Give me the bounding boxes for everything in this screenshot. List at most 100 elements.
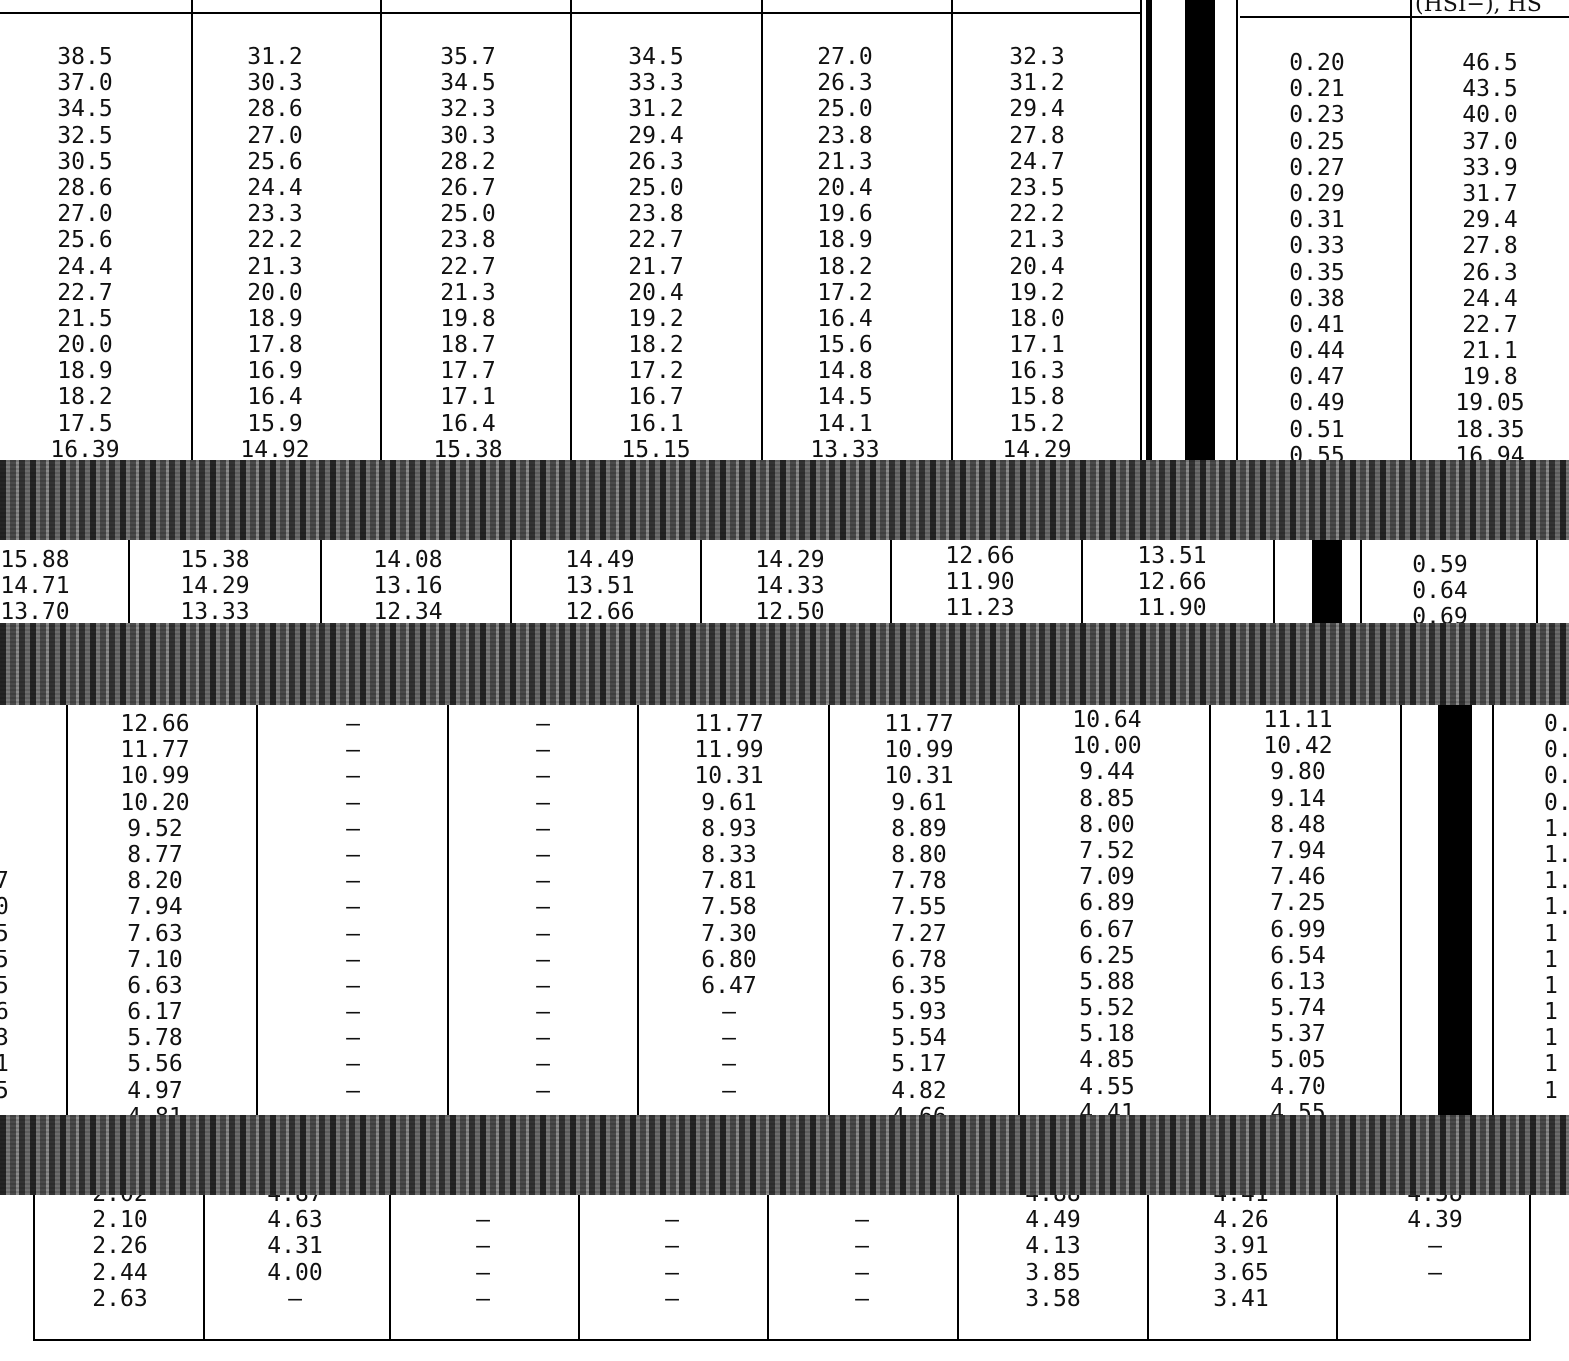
table-cell: 28.2 — [440, 148, 496, 175]
table-cell: 22.2 — [247, 227, 303, 254]
table-cell: 18.7 — [440, 332, 496, 359]
table-cell: — — [536, 1051, 550, 1078]
table-cell: 37.0 — [57, 70, 113, 97]
scan-gap-band — [0, 1115, 1569, 1195]
table-cell: 21.3 — [1009, 227, 1065, 254]
table-cell: — — [346, 868, 360, 895]
table-cell: 16.4 — [247, 384, 303, 411]
table-cell: 5.78 — [127, 1025, 183, 1052]
table-cell: 0.49 — [1289, 390, 1345, 417]
table-cell: 8.33 — [701, 841, 757, 868]
table-cell: 26.7 — [440, 174, 496, 201]
table-cell: — — [674, 1104, 784, 1115]
table-cell: 3.58 — [1025, 1285, 1081, 1312]
table-cell: 22.7 — [1462, 311, 1518, 338]
table-cell: 17.1 — [1009, 332, 1065, 359]
table-cell — [0, 790, 9, 816]
black-bar — [1146, 0, 1152, 460]
table-cell: 1 — [1544, 1077, 1558, 1104]
table-cell: 23.5 — [1009, 174, 1065, 201]
table-cell: 16.3 — [1009, 358, 1065, 385]
table-cell: 6.35 — [891, 972, 947, 999]
table-cell: 11.77 — [884, 711, 954, 737]
table-cell: 3.65 — [1213, 1259, 1269, 1286]
table-cell: 16.9 — [247, 358, 303, 385]
table-cell: 31.2 — [247, 44, 303, 70]
table-cell: 30.5 — [57, 148, 113, 175]
table-cell: 15.2 — [1009, 410, 1065, 437]
table-cell: 17.7 — [440, 358, 496, 385]
column-divider — [1336, 1195, 1338, 1341]
table-cell: 0.44 — [1289, 338, 1345, 365]
table-cell: 6.54 — [1270, 942, 1326, 969]
table-cell: 12.66 — [565, 599, 635, 623]
table-cell: 8.20 — [127, 868, 183, 895]
table-cell: 23.8 — [440, 227, 496, 254]
table-column: 4.88 4.49 4.13 3.85 3.58 — [998, 1195, 1108, 1312]
table-cell: 20.0 — [57, 332, 113, 359]
table-cell: 17.2 — [628, 358, 684, 385]
table-cell: 1 — [1544, 999, 1558, 1026]
table-cell: 1 — [0, 1051, 9, 1078]
table-cell: 5 — [0, 1077, 9, 1104]
table-cell: — — [536, 711, 550, 737]
table-column: 12.66 11.77 10.99 10.20 9.52 8.77 8.20 7… — [100, 711, 210, 1115]
table-cell: 4.00 — [267, 1259, 323, 1286]
table-cell: — — [298, 1104, 408, 1115]
table-cell: 15.38 — [433, 436, 503, 460]
table-cell — [0, 842, 9, 868]
table-cell: 27.8 — [1462, 233, 1518, 260]
table-cell: 40.0 — [1462, 102, 1518, 129]
table-column: 2.02 2.10 2.26 2.44 2.63 — [65, 1195, 175, 1312]
table-cell: 5.37 — [1270, 1021, 1326, 1048]
column-divider — [1492, 705, 1494, 1115]
table-cell: — — [855, 1259, 869, 1286]
table-cell: 16.39 — [50, 436, 120, 460]
table-cell: — — [536, 763, 550, 790]
table-cell: — — [536, 999, 550, 1026]
table-column: 15.38 14.29 13.33 — [160, 547, 270, 623]
table-cell: 16.7 — [628, 384, 684, 411]
table-cell: 32.3 — [1009, 44, 1065, 70]
table-cell: 32.5 — [57, 122, 113, 149]
column-divider — [957, 1195, 959, 1341]
column-divider — [1536, 540, 1538, 623]
table-cell: 31.2 — [1009, 70, 1065, 97]
table-cell: 14.92 — [240, 436, 310, 460]
table-cell: 6.80 — [701, 946, 757, 973]
table-cell: 10.31 — [884, 763, 954, 790]
table-cell: — — [346, 711, 360, 737]
column-divider — [510, 540, 512, 623]
table-cell: 3.91 — [1213, 1233, 1269, 1260]
black-bar — [1312, 540, 1342, 623]
table-column: 31.2 30.3 28.6 27.0 25.6 24.4 23.3 22.2 … — [220, 44, 330, 460]
table-cell: 25.0 — [440, 201, 496, 228]
table-cell: 19.05 — [1455, 390, 1525, 417]
header-rule — [1240, 16, 1569, 18]
table-cell: 4.55 — [1079, 1073, 1135, 1100]
table-cell: 2.02 — [65, 1195, 175, 1207]
table-cell: 11.77 — [120, 737, 190, 764]
table-cell: 9.61 — [701, 789, 757, 816]
table-cell: 17.5 — [57, 410, 113, 437]
table-column: 14.29 14.33 12.50 — [735, 547, 845, 623]
table-cell: 8.80 — [891, 841, 947, 868]
table-cell: 14.29 — [755, 547, 825, 573]
table-cell: 7.94 — [1270, 837, 1326, 864]
column-divider — [578, 1195, 580, 1341]
table-cell: 16.94 — [1455, 442, 1525, 460]
table-cell: 10.31 — [694, 763, 764, 790]
table-cell: 7 — [0, 868, 9, 895]
table-cell: 7.63 — [127, 920, 183, 947]
table-cell: 15.15 — [621, 436, 691, 460]
table-column: 35.7 34.5 32.3 30.3 28.2 26.7 25.0 23.8 … — [413, 44, 523, 460]
table-cell: 43.5 — [1462, 76, 1518, 103]
table-cell: — — [665, 1285, 679, 1312]
table-cell: 5.05 — [1270, 1047, 1326, 1074]
table-cell: 27.0 — [247, 122, 303, 149]
table-cell: 4.41 — [1079, 1099, 1135, 1115]
table-cell: — — [722, 1077, 736, 1104]
table-cell: 25.6 — [57, 227, 113, 254]
table-cell: 29.4 — [1462, 207, 1518, 234]
column-divider — [951, 0, 953, 460]
